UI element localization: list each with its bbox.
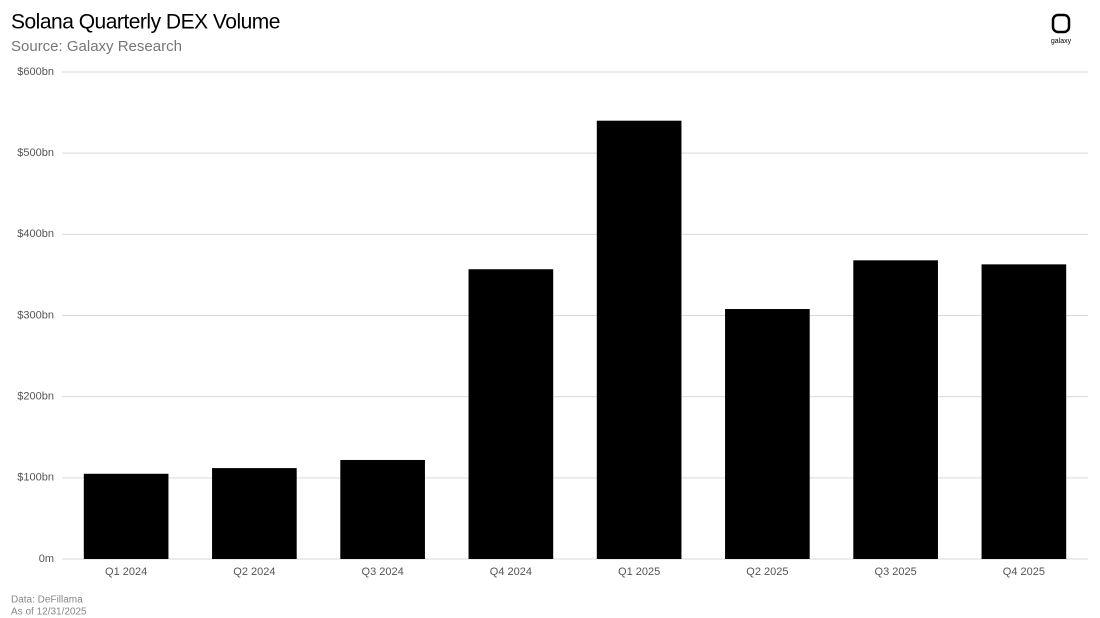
bar xyxy=(725,309,810,559)
chart-subtitle: Source: Galaxy Research xyxy=(11,38,182,55)
x-tick-label: Q3 2024 xyxy=(362,566,404,578)
x-tick-label: Q2 2024 xyxy=(233,566,275,578)
x-tick-label: Q1 2024 xyxy=(105,566,147,578)
bar xyxy=(340,459,425,559)
y-tick-label: 0m xyxy=(39,553,54,565)
y-tick-label: $300bn xyxy=(17,309,54,321)
y-tick-label: $200bn xyxy=(17,391,54,403)
x-tick-label: Q4 2025 xyxy=(1003,566,1045,578)
footnote: As of 12/31/2025 xyxy=(11,607,87,618)
x-tick-label: Q4 2024 xyxy=(490,566,532,578)
y-tick-label: $400bn xyxy=(17,228,54,240)
y-tick-label: $600bn xyxy=(17,66,54,78)
bar xyxy=(212,468,297,559)
bar xyxy=(853,260,938,559)
bar xyxy=(83,473,169,559)
bar xyxy=(468,269,554,559)
x-tick-label: Q2 2025 xyxy=(746,566,788,578)
logo-text: galaxy xyxy=(1051,38,1072,45)
logo-icon xyxy=(1051,13,1071,34)
x-tick-label: Q3 2025 xyxy=(875,566,917,578)
bar xyxy=(981,264,1067,559)
y-tick-label: $500bn xyxy=(17,147,54,159)
bar xyxy=(596,120,682,559)
y-tick-label: $100bn xyxy=(17,472,54,484)
x-tick-label: Q1 2025 xyxy=(618,566,660,578)
footnote: Data: DeFillama xyxy=(11,595,83,606)
chart-title: Solana Quarterly DEX Volume xyxy=(11,11,280,34)
